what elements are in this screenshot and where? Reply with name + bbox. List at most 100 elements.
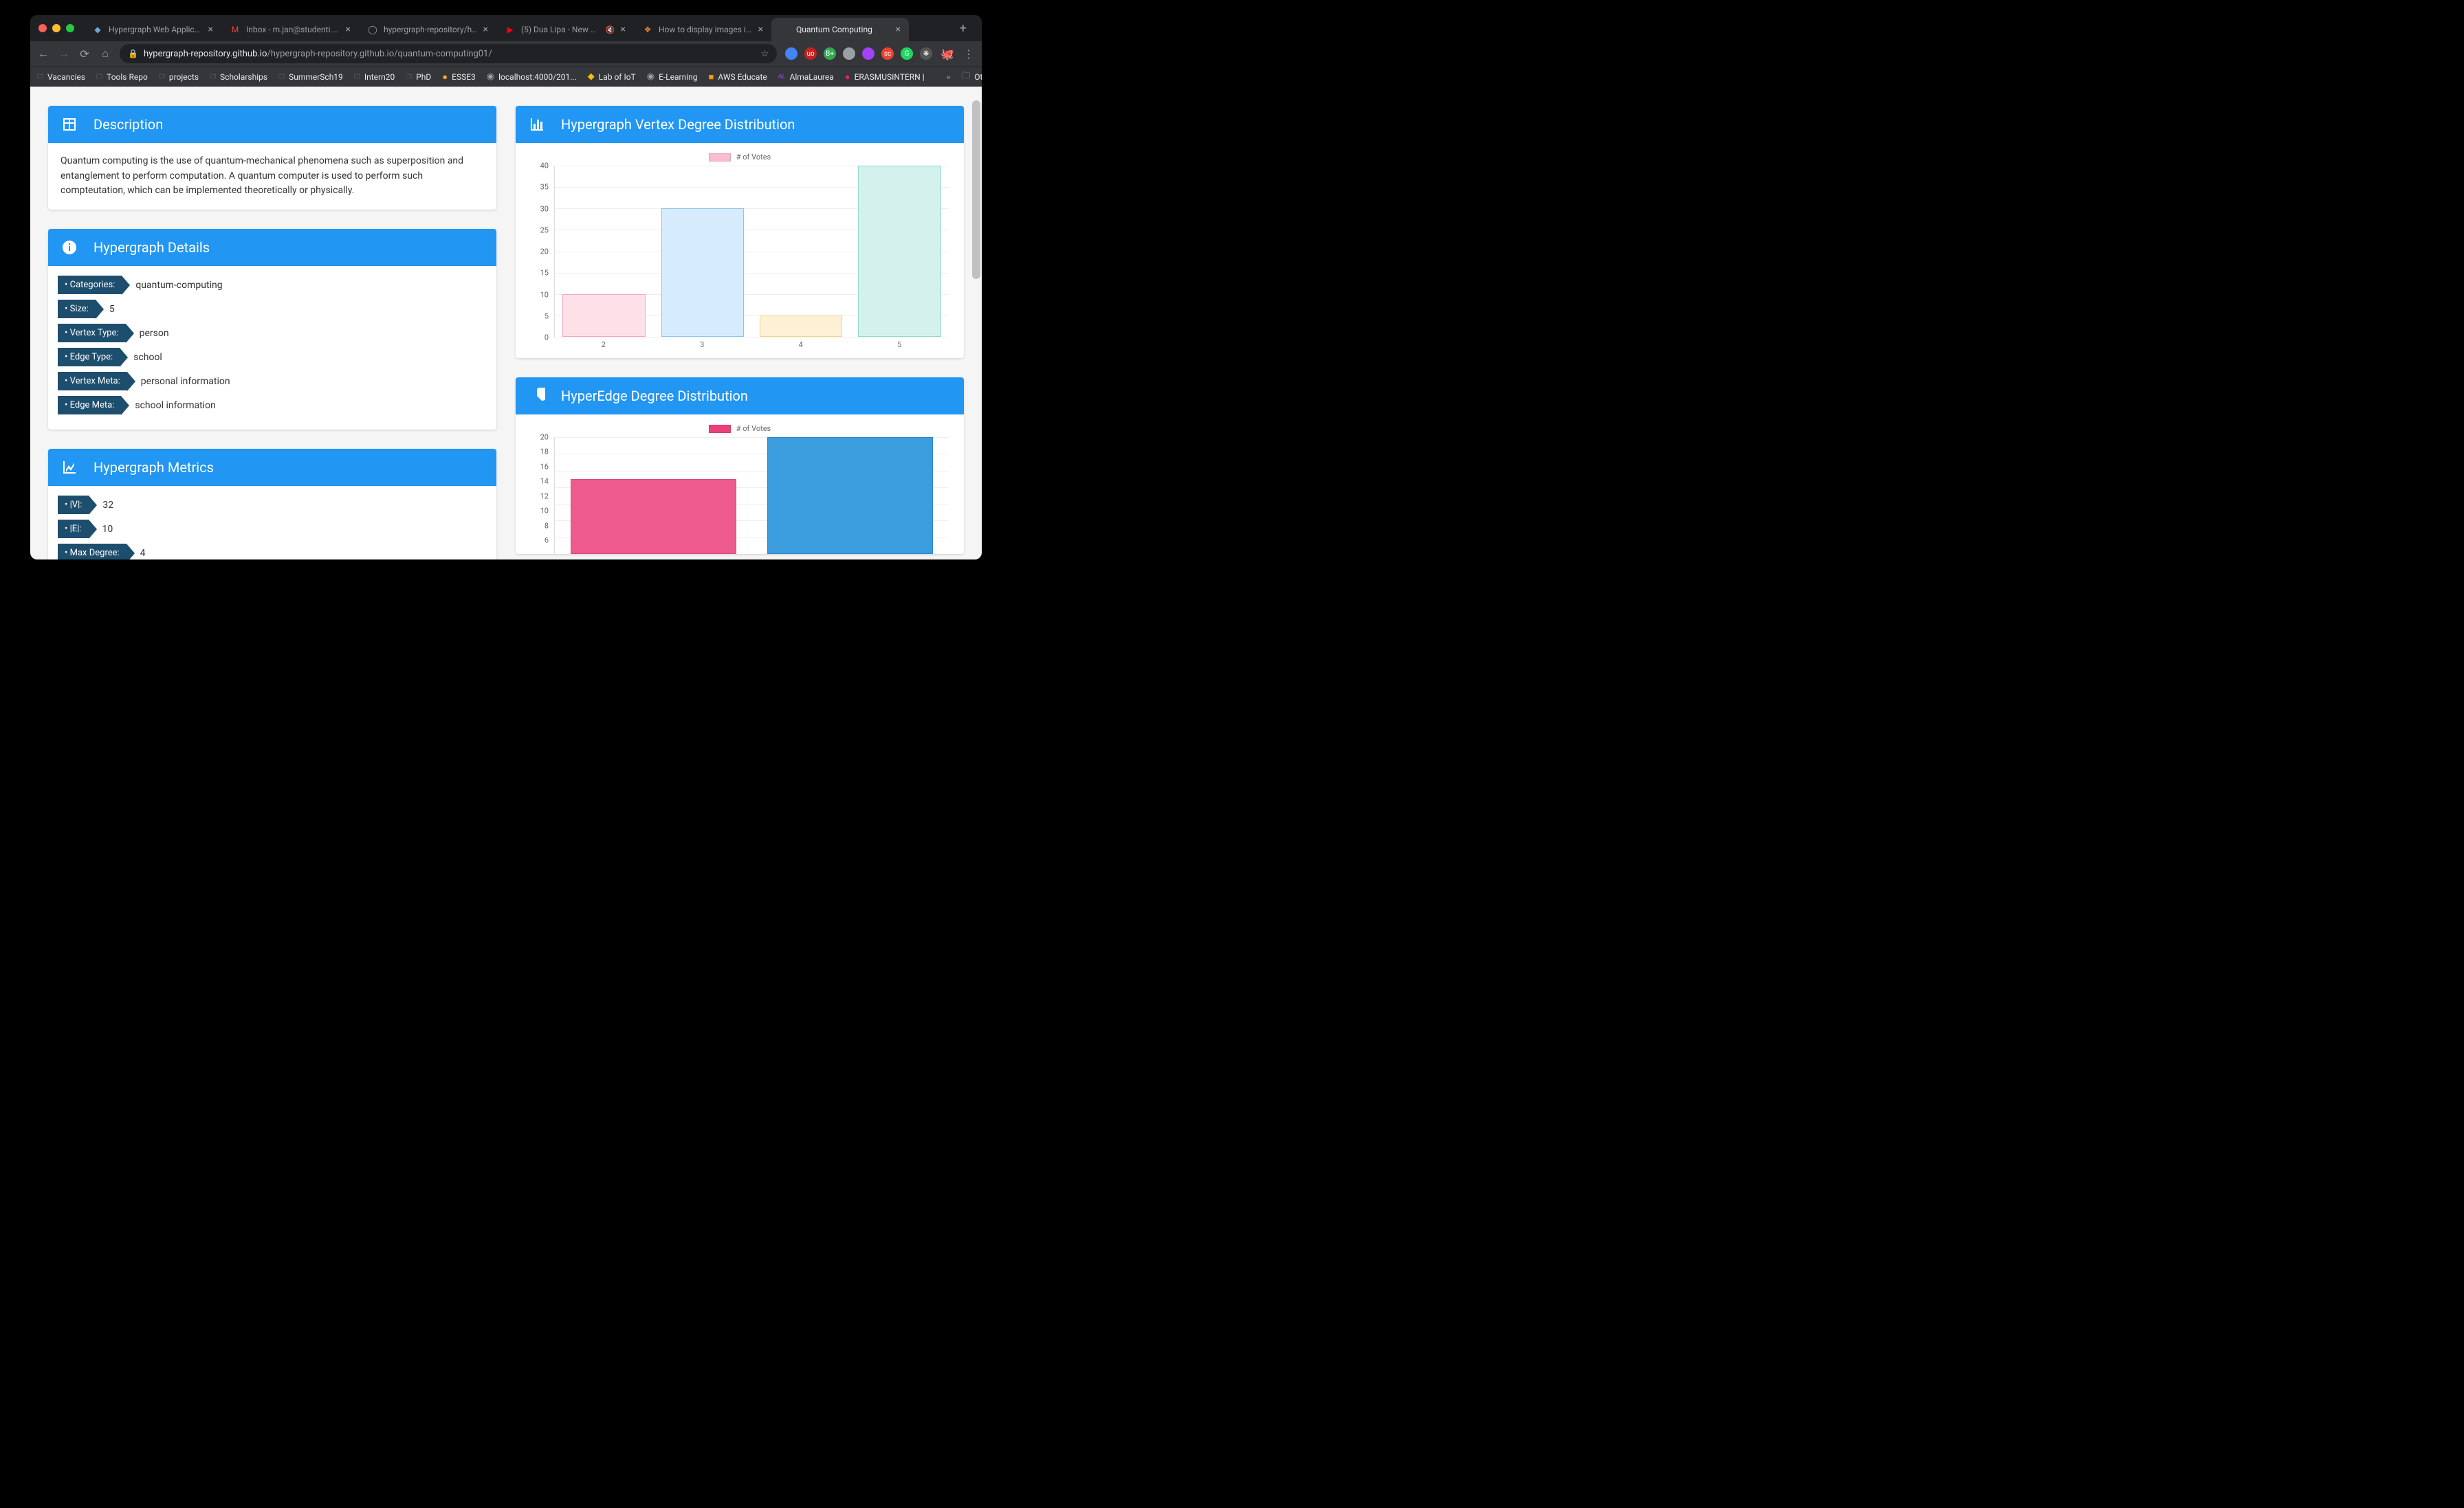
bookmark-item[interactable]: ● ERASMUSINTERN | [845,71,925,82]
x-tick-label: 3 [653,337,752,351]
bookmark-label: Intern20 [364,72,395,82]
extension-icon[interactable] [843,47,855,60]
detail-value: personal information [141,376,230,387]
detail-label: Edge Meta: [58,396,121,414]
legend-label: # of Votes [736,153,771,162]
y-tick-label: 12 [540,491,549,500]
bookmarks-overflow[interactable]: » [947,72,951,82]
extension-icon[interactable]: G [901,47,913,60]
favicon: ◆ [92,24,103,35]
forward-button[interactable]: → [58,47,70,60]
bookmark-label: ERASMUSINTERN | [855,72,925,82]
bookmark-item[interactable]: 🗀SummerSch19 [278,71,343,82]
close-tab-icon[interactable]: × [483,24,488,35]
x-tick-label: 2 [554,337,653,351]
bar-column [653,166,751,337]
extension-icon[interactable]: uo [804,47,817,60]
y-axis: 0510152025303540 [528,166,553,337]
bookmark-item[interactable]: 🗀Tools Repo [96,71,148,82]
bookmark-item[interactable]: 🗀projects [159,71,199,82]
browser-tab[interactable]: Quantum Computing × [771,18,909,41]
bookmark-icon: 🗀 [278,71,285,82]
scrollbar[interactable] [972,87,980,553]
bookmark-item[interactable]: ◉localhost:4000/201... [487,71,577,82]
detail-row: Edge Type:school [58,348,487,366]
browser-tab[interactable]: ▶(5) Dua Lipa - New Rules (S🔇× [496,18,634,41]
close-tab-icon[interactable]: × [758,24,763,35]
bookmark-label: AlmaLaurea [789,72,833,82]
bar [661,208,744,337]
tab-title: hypergraph-repository/hypergra [384,25,478,34]
vertex-chart-card: Hypergraph Vertex Degree Distribution # … [516,106,964,358]
bookmark-label: Lab of IoT [599,72,636,82]
bars [555,437,949,554]
card-title: Hypergraph Vertex Degree Distribution [561,116,795,133]
extension-icon[interactable]: ❋ [920,47,932,60]
bookmark-item[interactable]: 🗀Vacancies [37,71,85,82]
bookmark-item[interactable]: 🗀 Scholarships [210,71,267,82]
bookmark-item[interactable]: 🗀PhD [406,71,431,82]
toolbar: ← → ⟳ ⌂ 🔒 hypergraph-repository.github.i… [30,41,982,66]
card-title: Hypergraph Details [94,239,210,256]
browser-tab[interactable]: ◯hypergraph-repository/hypergra× [359,18,496,41]
y-tick-label: 6 [544,536,549,545]
bookmark-label: E-Learning [659,72,697,82]
extension-icon[interactable]: sc [881,47,894,60]
bookmark-item[interactable]: ◆Lab of IoT [588,71,636,82]
extension-icon[interactable] [862,47,874,60]
bookmark-item[interactable]: ●ESSE3 [442,71,476,82]
bookmark-icon: ● [845,71,850,82]
details-card: Hypergraph Details Categories:quantum-co… [48,229,496,430]
star-icon[interactable]: ☆ [760,49,769,59]
tab-title: How to display images in Markd [659,25,753,34]
reload-button[interactable]: ⟳ [78,47,91,60]
avatar-icon[interactable]: 🐙 [940,47,954,60]
browser-tab[interactable]: MInbox - m.jan@studenti.unisa.it× [221,18,359,41]
close-tab-icon[interactable]: × [208,24,213,35]
bookmark-item[interactable]: ◉E-Learning [647,71,698,82]
browser-tab[interactable]: ❖How to display images in Markd× [634,18,771,41]
bookmark-label: localhost:4000/201... [498,72,577,82]
extension-icon[interactable] [785,47,798,60]
legend-label: # of Votes [736,424,771,433]
bookmark-icon: ● [442,71,448,82]
close-tab-icon[interactable]: × [621,24,626,35]
bar-column [752,437,949,554]
bookmark-item[interactable]: ALAlmaLaurea [778,72,834,82]
bookmark-icon: 🗀 [210,71,216,82]
home-button[interactable]: ⌂ [99,47,111,60]
close-tab-icon[interactable]: × [896,24,901,35]
metrics-list: |V|:32|E|:10Max Degree:4Max Edge Size:4M… [48,486,496,559]
scrollbar-thumb[interactable] [972,100,980,279]
other-bookmarks[interactable]: 🗀Other Bookmarks [961,69,982,85]
bar [858,166,940,337]
back-button[interactable]: ← [37,47,50,60]
chart-body: # of Votes 68101214161820 [516,414,964,554]
bookmark-label: projects [169,72,199,82]
y-tick-label: 40 [540,162,549,170]
y-tick-label: 16 [540,462,549,471]
menu-button[interactable]: ⋮ [962,47,975,60]
y-tick-label: 10 [540,290,549,299]
bookmarks-bar: 🗀Vacancies🗀Tools Repo🗀projects🗀Scholarsh… [30,66,982,87]
address-bar[interactable]: 🔒 hypergraph-repository.github.io/hyperg… [120,44,777,63]
close-tab-icon[interactable]: × [346,24,351,35]
maximize-window-button[interactable] [66,24,74,32]
bookmark-item[interactable]: ■AWS Educate [709,71,767,82]
y-tick-label: 5 [544,311,549,320]
bookmark-icon: AL [778,74,786,80]
bookmark-item[interactable]: 🗀Intern20 [354,71,395,82]
minimize-window-button[interactable] [52,24,60,32]
tab-title: Quantum Computing [796,25,890,34]
detail-row: Max Degree:4 [58,544,487,559]
bookmark-label: AWS Educate [718,72,767,82]
bookmark-label: Scholarships [220,72,267,82]
browser-tab[interactable]: ◆Hypergraph Web Application× [84,18,221,41]
new-tab-button[interactable]: + [953,21,974,36]
legend-swatch [709,425,731,433]
bookmark-label: Vacancies [47,72,85,82]
y-tick-label: 10 [540,507,549,515]
extension-icon[interactable]: B+ [824,47,836,60]
bar [760,315,842,337]
close-window-button[interactable] [38,24,47,32]
